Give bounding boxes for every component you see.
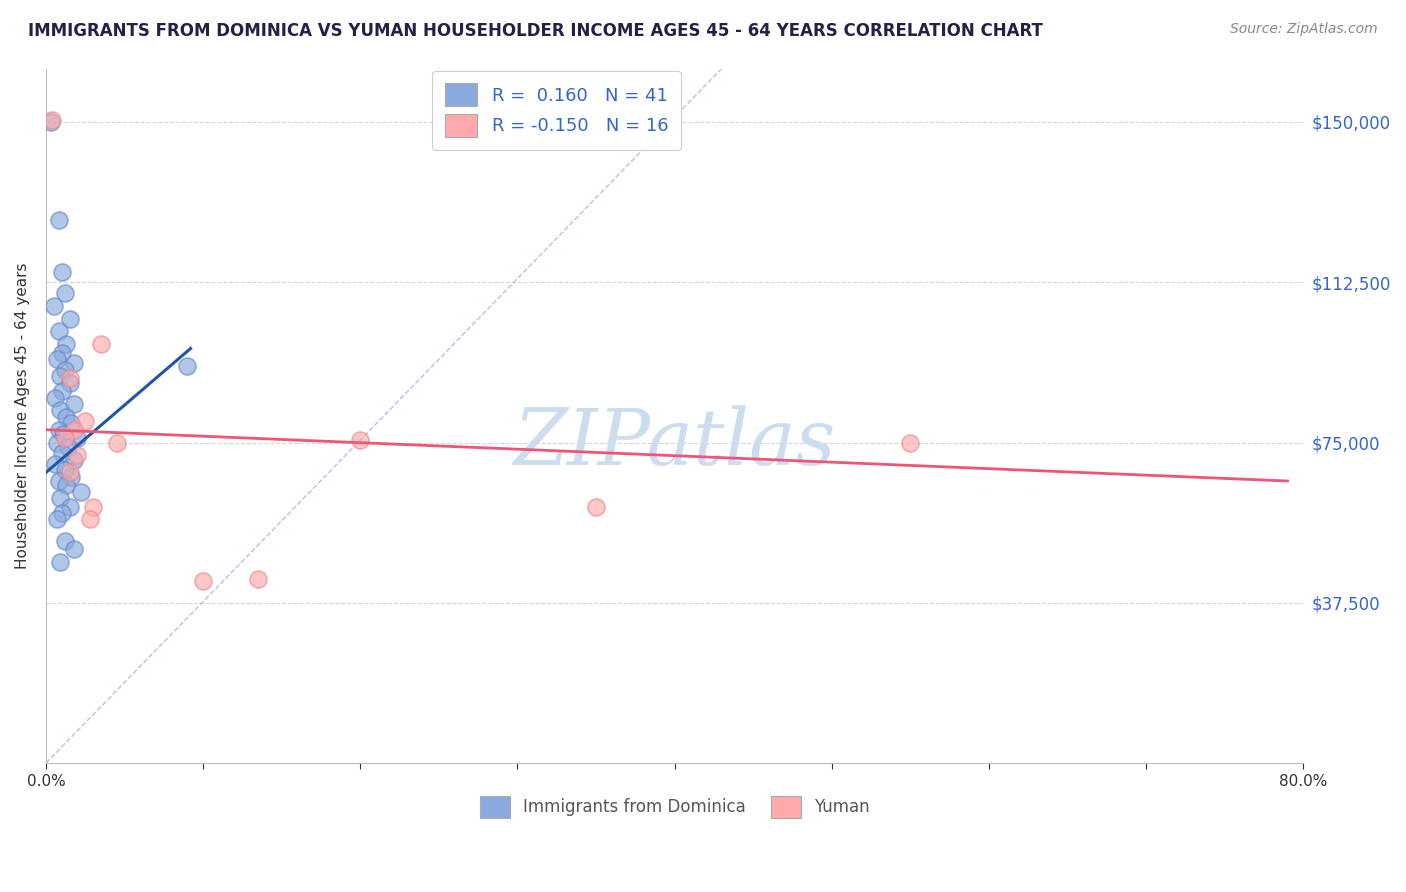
Point (49, 369, 72, 384)
Legend: Immigrants from Dominica, Yuman: Immigrants from Dominica, Yuman (472, 789, 876, 824)
Point (51, 345, 73, 359)
Point (42, 299, 65, 313)
Point (46, 352, 69, 367)
Point (44, 391, 66, 405)
Point (55, 409, 77, 424)
Point (46, 435, 69, 450)
Point (39, 115, 62, 129)
Point (63, 423, 86, 437)
Point (49, 403, 72, 417)
Point (46, 512, 69, 526)
Point (176, 359, 198, 373)
Point (90, 337, 112, 351)
Point (60, 417, 83, 431)
Point (51, 264, 73, 278)
Y-axis label: Householder Income Ages 45 - 64 years: Householder Income Ages 45 - 64 years (15, 262, 30, 569)
Point (48, 213, 70, 227)
Point (41, 112, 63, 127)
Point (82, 500, 104, 514)
Point (44, 457, 66, 471)
Text: ZIPatlas: ZIPatlas (513, 406, 835, 482)
Point (191, 574, 214, 589)
Point (63, 356, 86, 370)
Point (69, 484, 91, 499)
Point (58, 311, 80, 326)
Point (51, 384, 73, 399)
Point (56, 440, 79, 454)
Point (48, 325, 70, 339)
Point (66, 448, 89, 462)
Point (585, 500, 607, 514)
Point (79, 512, 101, 526)
Point (58, 371, 80, 385)
Point (53, 431, 76, 445)
Point (51, 506, 73, 520)
Point (63, 452, 86, 467)
Point (53, 533, 76, 548)
Point (898, 435, 921, 450)
Point (66, 431, 89, 445)
Point (49, 491, 72, 505)
Point (63, 397, 86, 411)
Point (75, 414, 97, 428)
Text: Source: ZipAtlas.com: Source: ZipAtlas.com (1230, 22, 1378, 37)
Point (55, 478, 77, 492)
Point (349, 434, 371, 448)
Point (48, 423, 70, 437)
Point (105, 435, 128, 450)
Point (52, 427, 75, 442)
Point (53, 463, 76, 477)
Point (60, 469, 83, 483)
Point (247, 572, 270, 586)
Point (58, 466, 80, 480)
Point (53, 285, 76, 300)
Point (58, 500, 80, 514)
Point (55, 337, 77, 351)
Point (48, 474, 70, 488)
Point (53, 363, 76, 377)
Text: IMMIGRANTS FROM DOMINICA VS YUMAN HOUSEHOLDER INCOME AGES 45 - 64 YEARS CORRELAT: IMMIGRANTS FROM DOMINICA VS YUMAN HOUSEH… (28, 22, 1043, 40)
Point (49, 555, 72, 569)
Point (51, 446, 73, 460)
Point (58, 376, 80, 390)
Point (63, 542, 86, 557)
